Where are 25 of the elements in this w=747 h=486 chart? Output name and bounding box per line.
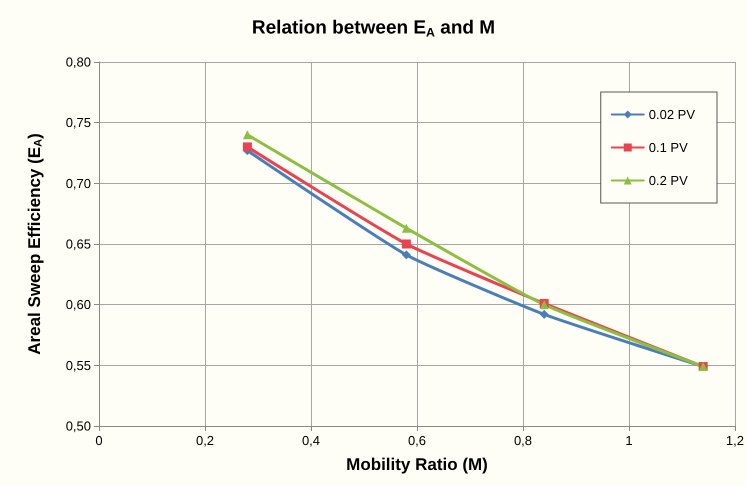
point xyxy=(540,310,549,319)
legend-label: 0.2 PV xyxy=(648,173,688,188)
y-tick-label: 0,55 xyxy=(66,358,91,373)
point xyxy=(242,142,252,152)
y-tick-label: 0,60 xyxy=(66,297,91,312)
y-tick-label: 0,50 xyxy=(66,418,91,434)
y-tick-label: 0,80 xyxy=(66,54,91,70)
x-tick-label: 0,4 xyxy=(302,433,320,448)
x-tick-label: 0,6 xyxy=(408,433,426,448)
x-tick-label: 0,2 xyxy=(196,433,214,448)
legend-label: 0.1 PV xyxy=(648,140,688,155)
x-tick-label: 1,2 xyxy=(726,433,744,448)
x-axis-title: Mobility Ratio (M) xyxy=(346,455,488,474)
y-tick-label: 0,75 xyxy=(66,115,91,130)
point xyxy=(402,240,411,248)
x-tick-label: 0,8 xyxy=(514,433,532,448)
point xyxy=(402,250,411,260)
x-tick-label: 0 xyxy=(95,433,103,448)
point xyxy=(242,130,252,140)
y-tick-label: 0,70 xyxy=(66,176,91,191)
point xyxy=(402,224,411,233)
x-tick-label: 1 xyxy=(625,433,633,448)
legend-label: 0.02 PV xyxy=(648,107,696,122)
y-axis-title: Areal Sweep Efficiency (EA) xyxy=(24,133,44,355)
y-tick-label: 0,65 xyxy=(66,236,91,252)
